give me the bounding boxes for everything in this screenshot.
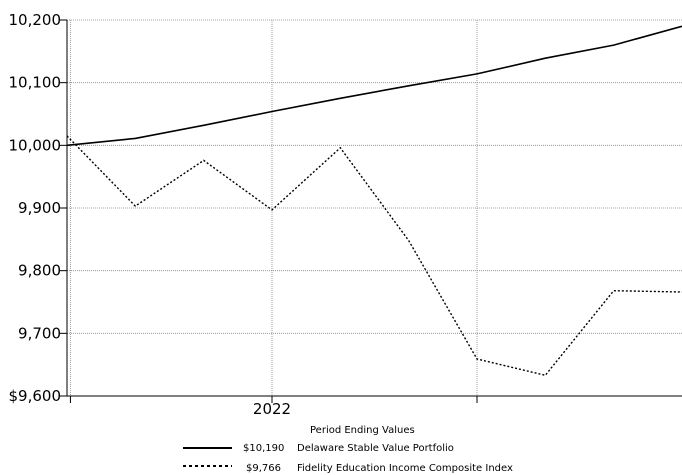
series-line-portfolio	[66, 25, 682, 147]
x-tick-labels: 2022	[253, 400, 291, 418]
series-lines	[66, 25, 682, 377]
y-tick-label: $9,600	[9, 387, 62, 405]
y-tick-label: 10,100	[9, 74, 62, 92]
y-tick-label: 9,900	[18, 199, 61, 217]
y-tick-label: 9,800	[18, 262, 61, 280]
y-tick-label: 10,200	[9, 11, 62, 29]
axes	[60, 19, 682, 403]
y-tick-labels: $9,600 9,700 9,800 9,900 10,000 10,100 10,200	[9, 11, 62, 405]
legend: Period Ending Values $10,190 Delaware St…	[183, 425, 513, 474]
legend-label-index: Fidelity Education Income Composite Inde…	[297, 463, 513, 474]
x-tick-label: 2022	[253, 400, 291, 418]
legend-label-portfolio: Delaware Stable Value Portfolio	[297, 443, 454, 454]
grid-lines	[67, 19, 682, 397]
y-tick-label: 10,000	[9, 136, 62, 154]
legend-value-index: $9,766	[246, 463, 281, 474]
legend-value-portfolio: $10,190	[243, 443, 284, 454]
series-line-index	[66, 135, 682, 377]
legend-title: Period Ending Values	[310, 425, 415, 436]
y-tick-label: 9,700	[18, 324, 61, 342]
